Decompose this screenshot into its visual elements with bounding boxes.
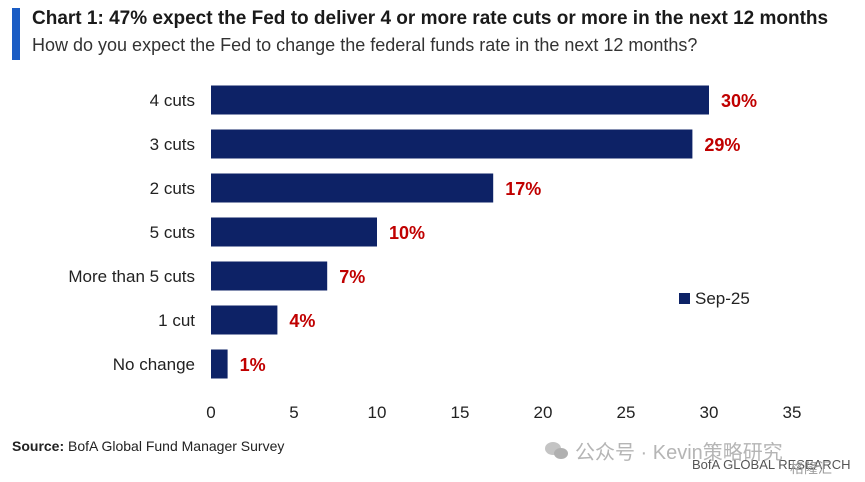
x-tick-label: 15	[451, 403, 470, 422]
bar	[211, 349, 228, 379]
x-tick-label: 20	[534, 403, 553, 422]
category-label: 4 cuts	[150, 91, 195, 110]
category-label: 2 cuts	[150, 179, 195, 198]
bar	[211, 305, 278, 335]
data-label: 30%	[721, 91, 757, 111]
legend-swatch	[679, 293, 690, 304]
bar	[211, 129, 693, 159]
chart-title: Chart 1: 47% expect the Fed to deliver 4…	[32, 8, 829, 29]
category-label: More than 5 cuts	[68, 267, 195, 286]
x-tick-label: 25	[617, 403, 636, 422]
x-tick-label: 30	[700, 403, 719, 422]
category-label: No change	[113, 355, 195, 374]
source-label: Source:	[12, 438, 65, 454]
watermark: 公众号 · Kevin策略研究	[545, 436, 783, 465]
x-tick-label: 10	[368, 403, 387, 422]
category-label: 3 cuts	[150, 135, 195, 154]
data-label: 1%	[240, 355, 266, 375]
x-tick-label: 35	[783, 403, 802, 422]
category-label: 5 cuts	[150, 223, 195, 242]
data-label: 10%	[389, 223, 425, 243]
x-tick-label: 0	[206, 403, 215, 422]
title-accent-bar	[12, 8, 20, 60]
wechat-icon	[545, 440, 569, 462]
data-label: 29%	[704, 135, 740, 155]
watermark-secondary: 格隆汇	[790, 460, 832, 476]
source-note: Source: BofA Global Fund Manager Survey	[12, 438, 284, 454]
bar	[211, 85, 709, 115]
legend-label: Sep-25	[695, 289, 750, 308]
data-label: 7%	[339, 267, 365, 287]
category-label: 1 cut	[158, 311, 195, 330]
chart-subtitle: How do you expect the Fed to change the …	[32, 35, 698, 55]
data-label: 4%	[289, 311, 315, 331]
bar	[211, 217, 377, 247]
data-label: 17%	[505, 179, 541, 199]
brand-footer: BofA GLOBAL RESEARCH	[692, 457, 851, 472]
bar	[211, 173, 494, 203]
x-tick-label: 5	[289, 403, 298, 422]
watermark-text: 公众号 · Kevin策略研究	[575, 442, 783, 464]
bar	[211, 261, 328, 291]
source-text: BofA Global Fund Manager Survey	[68, 438, 285, 454]
